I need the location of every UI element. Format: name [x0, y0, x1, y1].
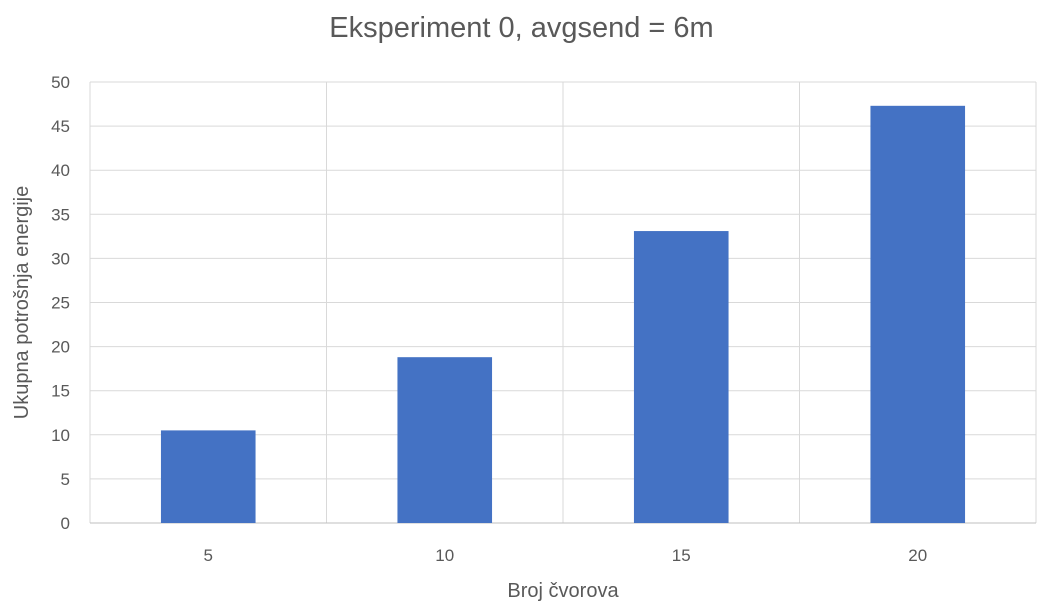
y-tick-label: 35: [51, 205, 70, 224]
x-tick-label: 20: [908, 546, 927, 565]
x-axis-ticks: 5 10 15 20: [204, 546, 928, 565]
y-tick-label: 50: [51, 73, 70, 92]
bar: [397, 357, 493, 523]
y-tick-label: 25: [51, 294, 70, 313]
y-tick-label: 30: [51, 249, 70, 268]
x-tick-label: 5: [204, 546, 213, 565]
y-tick-label: 40: [51, 161, 70, 180]
y-tick-label: 0: [61, 514, 70, 533]
y-axis-title: Ukupna potrošnja energije: [11, 186, 33, 420]
bar: [160, 430, 256, 523]
y-tick-label: 5: [61, 470, 70, 489]
bars: [160, 105, 966, 524]
y-tick-label: 10: [51, 426, 70, 445]
gridlines: [89, 81, 1037, 524]
bar: [870, 105, 966, 524]
y-tick-label: 45: [51, 117, 70, 136]
bar: [633, 231, 729, 524]
y-tick-label: 20: [51, 338, 70, 357]
x-tick-label: 15: [672, 546, 691, 565]
x-axis-title: Broj čvorova: [507, 580, 619, 602]
y-tick-label: 15: [51, 382, 70, 401]
chart-title: Eksperiment 0, avgsend = 6m: [329, 12, 714, 44]
y-axis-ticks: 0 5 10 15 20 25 30 35 40 45 50: [51, 73, 70, 533]
x-tick-label: 10: [435, 546, 454, 565]
